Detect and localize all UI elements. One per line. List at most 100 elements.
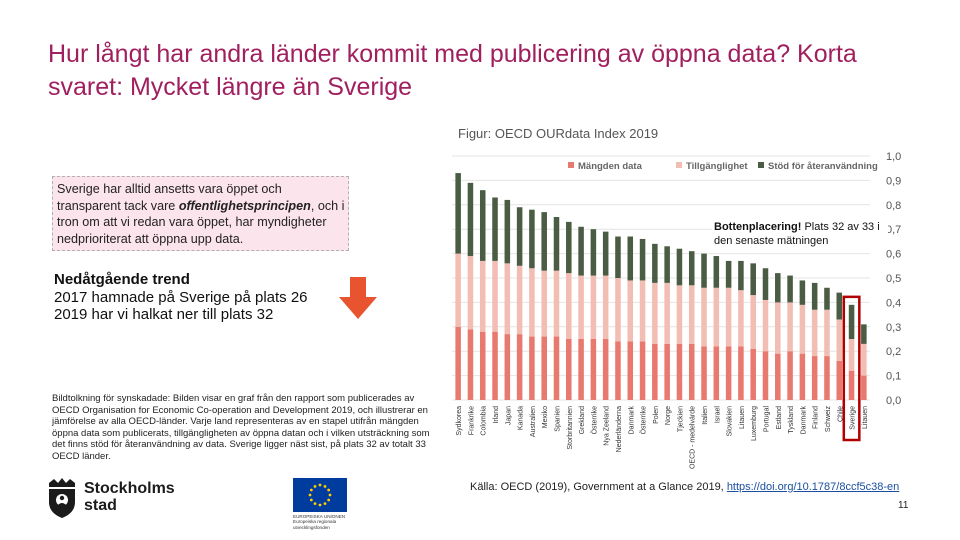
bar-segment (688, 251, 695, 286)
page-title: Hur långt har andra länder kommit med pu… (48, 40, 857, 101)
x-tick-label: Tyskland (788, 406, 795, 434)
eu-star (323, 502, 327, 506)
bar-segment (725, 260, 732, 288)
wordmark-line2: stad (84, 497, 117, 514)
y-tick-label: 0,1 (886, 371, 901, 383)
bar-segment (492, 260, 498, 332)
bar-segment (688, 285, 695, 344)
bar-segment (553, 270, 560, 337)
bar-segment (492, 331, 498, 400)
x-tick-label: Polen (653, 406, 660, 424)
bar-segment (479, 190, 486, 261)
legend-label: Stöd för återanvändning (768, 161, 878, 172)
bar-segment (492, 197, 498, 261)
bar-segment (504, 334, 511, 400)
x-tick-label: Irland (493, 406, 500, 424)
bar-segment (652, 343, 658, 400)
eu-star (328, 493, 332, 497)
x-tick-label: Danmark (628, 406, 635, 435)
bar-segment (701, 346, 707, 400)
trend-line-2019: 2019 har vi halkat ner till plats 32 (54, 306, 274, 323)
intro-callout: Sverige har alltid ansetts vara öppet oc… (52, 176, 349, 251)
x-tick-label: Danmark (800, 406, 807, 435)
bar-segment (713, 346, 720, 400)
bar-segment (676, 285, 683, 344)
bar-segment (799, 280, 806, 305)
wordmark-line1: Stockholms (84, 480, 175, 497)
bar-segment (455, 253, 461, 327)
x-tick-label: Portugal (764, 406, 771, 433)
eu-line2: Europeiska regionala (293, 519, 337, 525)
bottom-placement-annotation: Bottenplacering! Plats 32 av 33 i den se… (712, 219, 888, 249)
eu-logo-text: EUROPEISKA UNIONEN Europeiska regionala … (293, 514, 347, 530)
x-tick-label: Österrike (590, 406, 598, 435)
eu-star (327, 498, 331, 502)
bar-segment (676, 343, 683, 400)
bar-segment (861, 375, 867, 400)
bar-segment (479, 331, 486, 400)
bar-segment (639, 280, 646, 342)
bar-segment (848, 370, 855, 400)
y-tick-label: 0,4 (886, 297, 901, 309)
source-citation: Källa: OECD (2019), Government at a Glan… (470, 481, 899, 493)
x-tick-label: Nederländerna (616, 406, 623, 452)
trend-heading: Nedåtgående trend (54, 271, 190, 288)
bar-segment (516, 207, 523, 266)
trend-box: Nedåtgående trend 2017 hamnade på Sverig… (54, 271, 354, 324)
bar-segment (541, 270, 547, 337)
x-tick-label: Finland (813, 406, 820, 429)
bar-segment (811, 309, 818, 357)
bar-segment (479, 260, 486, 332)
bar-segment (824, 287, 830, 310)
bar-segment (713, 287, 720, 347)
x-tick-label: Israel (714, 406, 721, 424)
eu-star (313, 502, 317, 506)
bar-segment (504, 199, 511, 264)
x-tick-label: Sverige (850, 406, 857, 430)
bar-segment (627, 341, 634, 400)
bar-segment (775, 273, 781, 303)
bar-segment (652, 282, 658, 344)
bar-segment (541, 212, 547, 271)
highlight-box (842, 295, 861, 442)
bar-segment (541, 336, 547, 400)
oecd-ourdata-chart: 0,0 0,1 0,2 0,3 0,4 0,5 0,6 0,7 0,8 0,9 1,0 Sydkor… (452, 151, 901, 469)
x-tick-label: Slovakien (727, 406, 734, 436)
x-tick-label: Chile (837, 406, 844, 422)
bar-segment (848, 339, 855, 371)
bar-segment (811, 282, 818, 310)
eu-flag-icon (293, 478, 347, 512)
eu-star (323, 484, 327, 488)
bar-segment (762, 351, 769, 400)
bar-segment (566, 221, 572, 274)
source-text: Källa: OECD (2019), Government at a Glan… (470, 481, 727, 493)
x-tick-label: Nya Zeeland (604, 406, 611, 446)
x-tick-label: Litauen (862, 406, 869, 429)
alt-text-description: Bildtolkning för synskadade: Bilden visa… (52, 393, 430, 462)
x-tick-label: Österrike (640, 406, 648, 435)
bar-segment (676, 248, 683, 286)
bar-segment (590, 229, 597, 276)
eu-star (313, 484, 317, 488)
source-link[interactable]: https://doi.org/10.1787/8ccf5c38-en (726, 481, 900, 493)
bar-segment (467, 329, 474, 400)
bar-segment (836, 292, 843, 320)
x-tick-label: OECD - medelvärde (690, 406, 697, 469)
legend-swatch (568, 162, 574, 168)
bar-segment (799, 304, 806, 354)
stockholms-stad-wordmark: Stockholms stad (84, 480, 175, 514)
bar-segment (750, 295, 756, 349)
bar-segment (738, 260, 744, 291)
legend-label: Tillgänglighet (686, 161, 748, 172)
bar-segment (848, 304, 855, 339)
bar-segment (811, 356, 818, 400)
bar-segment (627, 280, 634, 342)
bar-segment (738, 346, 744, 400)
bar-segment (455, 326, 461, 400)
bar-segment (578, 339, 584, 400)
callout-text-start: Sverige har alltid ansetts vara öppet oc… (57, 182, 282, 213)
bar-segment (725, 287, 732, 347)
x-tick-label: Schweiz (825, 406, 832, 433)
bar-segment (836, 319, 843, 361)
x-tick-label: Sydkorea (456, 406, 463, 436)
